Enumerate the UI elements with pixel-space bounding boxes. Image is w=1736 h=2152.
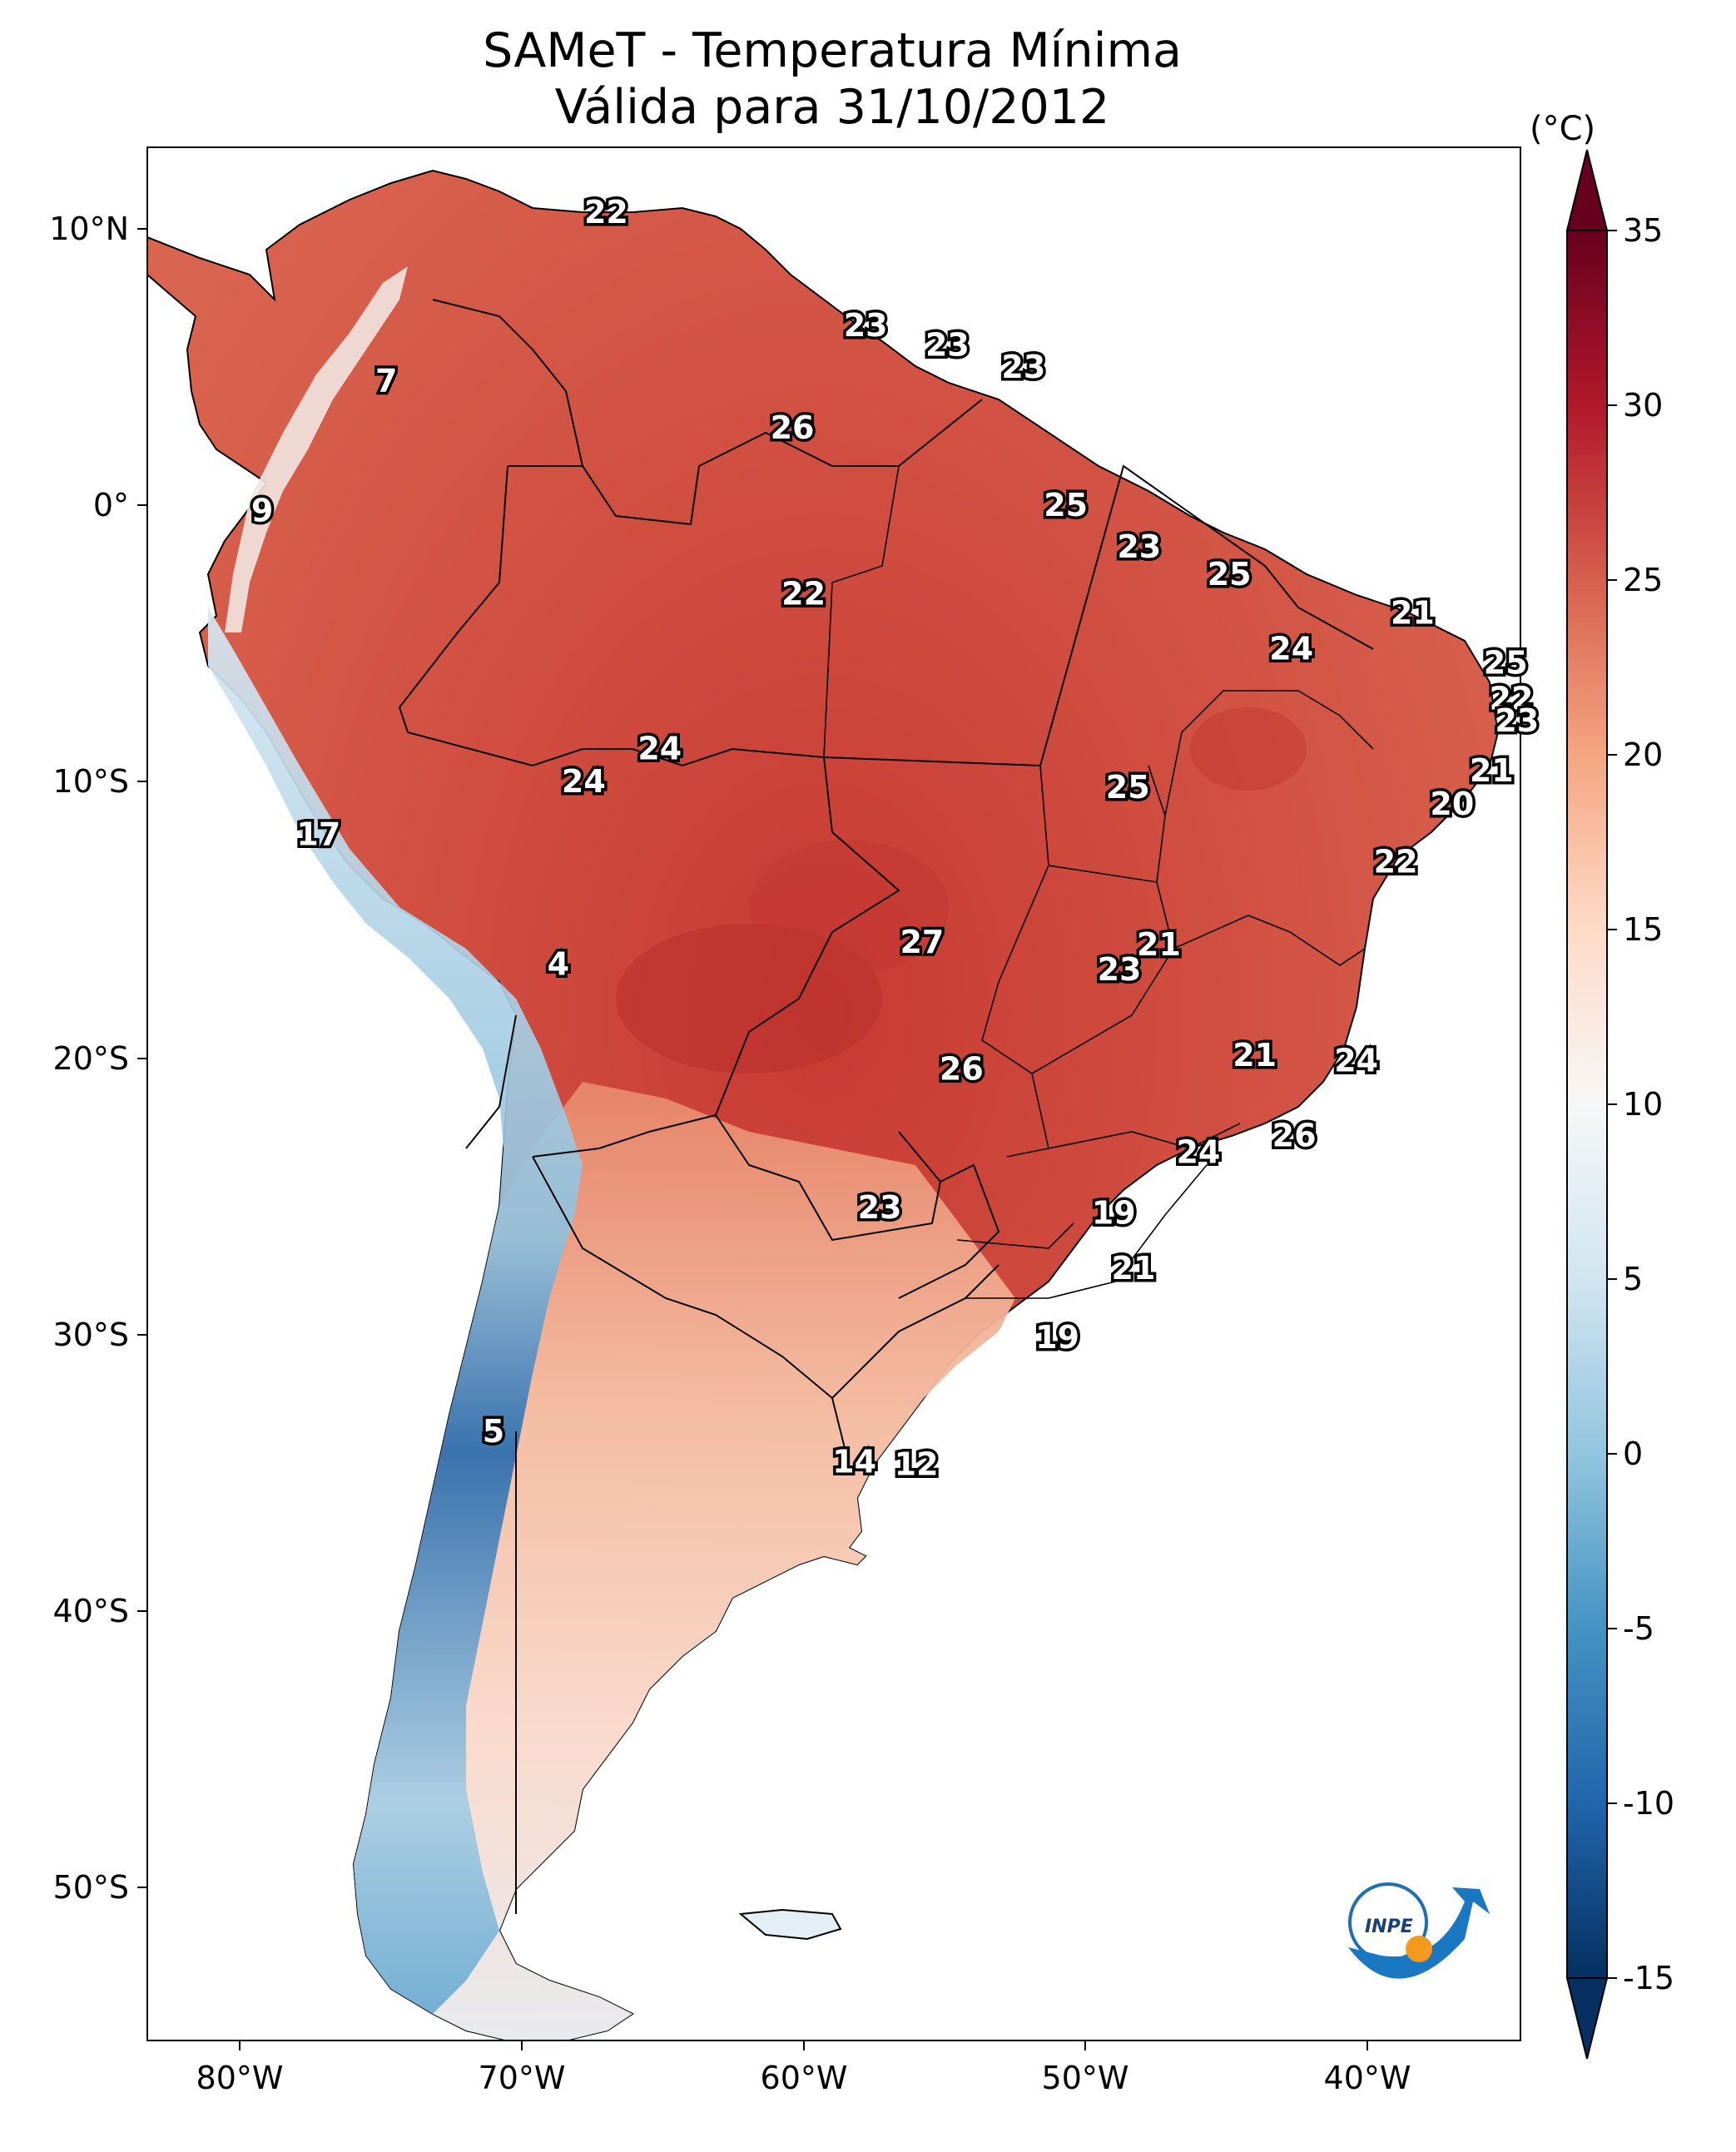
temperature-label: 23 [858, 1189, 902, 1226]
temperature-label: 4 [548, 945, 569, 982]
temperature-label: 23 [1001, 349, 1045, 385]
colorbar-tick-label: 5 [1623, 1261, 1643, 1297]
lon-label: 70°W [479, 2060, 566, 2096]
map-title: SAMeT - Temperatura Mínima [483, 23, 1182, 78]
temperature-label: 23 [844, 307, 888, 344]
northern-andes-strip [225, 266, 408, 632]
temperature-label: 20 [1430, 786, 1474, 822]
temperature-label: 24 [637, 730, 682, 766]
colorbar-tick-label: 30 [1623, 387, 1663, 424]
colorbar-tick-label: 25 [1623, 562, 1663, 598]
temperature-label: 25 [1044, 487, 1088, 523]
map-frame [146, 146, 1521, 2041]
temperature-label: 21 [1137, 926, 1181, 963]
colorbar-tick-label: -10 [1623, 1785, 1674, 1822]
lat-label: 40°S [53, 1593, 129, 1629]
lat-label: 0° [93, 487, 129, 523]
colorbar-tick-label: 20 [1623, 736, 1663, 773]
temperature-label: 23 [1495, 702, 1539, 739]
temperature-label: 19 [1035, 1319, 1079, 1356]
colorbar-tick-label: -15 [1623, 1960, 1674, 1996]
temperature-label: 25 [1208, 556, 1252, 593]
lon-label: 50°W [1042, 2060, 1129, 2096]
lon-label: 80°W [196, 2060, 284, 2096]
temperature-label: 22 [781, 575, 826, 612]
colorbar-bottom-arrow [1565, 1977, 1609, 2060]
temperature-label: 5 [483, 1413, 504, 1450]
temperature-label: 21 [1391, 595, 1435, 632]
logo-sun [1406, 1936, 1432, 1962]
country-borders [398, 299, 1374, 1914]
temperature-label: 23 [925, 326, 970, 363]
map-subtitle: Válida para 31/10/2012 [554, 80, 1110, 135]
temperature-label: 26 [771, 409, 815, 446]
temperature-label: 24 [562, 763, 606, 800]
temperature-label: 26 [940, 1051, 984, 1088]
lat-label: 20°S [53, 1040, 129, 1077]
colorbar-unit: (°C) [1530, 110, 1596, 148]
temperature-label: 27 [900, 924, 944, 960]
lat-label: 10°N [49, 211, 129, 247]
temperature-label: 24 [1269, 631, 1313, 667]
temperature-label: 25 [1484, 644, 1528, 681]
hot-spot-pantanal [616, 924, 882, 1074]
colorbar-tick-label: 35 [1623, 212, 1663, 249]
colorbar-tick-label: -5 [1623, 1610, 1654, 1647]
lon-label: 60°W [761, 2060, 848, 2096]
logo-text: INPE [1365, 1916, 1413, 1937]
temperature-label: 23 [1098, 951, 1142, 988]
temperature-label: 21 [1233, 1037, 1277, 1074]
lat-label: 30°S [53, 1316, 129, 1353]
colorbar-body [1566, 230, 1608, 1979]
temperature-label: 21 [1470, 752, 1514, 789]
colorbar: 35 30 25 20 15 10 5 0 -5 -10 -15 [1565, 149, 1674, 2060]
temperature-label: 25 [1106, 769, 1150, 806]
temperature-label: 14 [832, 1443, 876, 1480]
temperature-label: 22 [584, 194, 628, 231]
axis-ticks [137, 228, 1368, 2050]
longitude-labels: 80°W 70°W 60°W 50°W 40°W [196, 2060, 1411, 2096]
temperature-label: 21 [1112, 1250, 1156, 1287]
hot-spot-mato-grosso [749, 840, 949, 974]
temperature-label: 17 [296, 816, 340, 852]
temperature-label: 12 [895, 1446, 939, 1483]
temperature-label: 24 [1176, 1133, 1220, 1170]
land-layer [147, 169, 1500, 2040]
temperature-label: 9 [251, 493, 273, 529]
temperature-label: 24 [1334, 1043, 1378, 1079]
andes-cold-band [208, 607, 583, 2014]
temperature-label: 26 [1272, 1117, 1317, 1153]
temperature-label: 23 [1117, 528, 1161, 565]
colorbar-top-arrow [1565, 149, 1609, 231]
temperature-label: 22 [1374, 844, 1418, 880]
colorbar-tick-label: 10 [1623, 1086, 1663, 1123]
lon-label: 40°W [1324, 2060, 1411, 2096]
temperature-label: 22 [1490, 681, 1534, 717]
state-borders [823, 465, 1374, 1299]
lat-label: 10°S [53, 763, 129, 800]
latitude-labels: 10°N 0° 10°S 20°S 30°S 40°S 50°S [49, 211, 129, 1906]
temperature-label: 7 [375, 363, 397, 399]
lat-label: 50°S [53, 1869, 129, 1906]
hot-spot-northeast [1190, 707, 1307, 791]
temperature-label: 19 [1092, 1194, 1136, 1231]
colorbar-tick-label: 15 [1623, 911, 1663, 948]
colorbar-tick-label: 0 [1623, 1435, 1643, 1472]
falkland-islands [738, 1908, 842, 1941]
inpe-logo: INPE [1348, 1882, 1490, 1979]
